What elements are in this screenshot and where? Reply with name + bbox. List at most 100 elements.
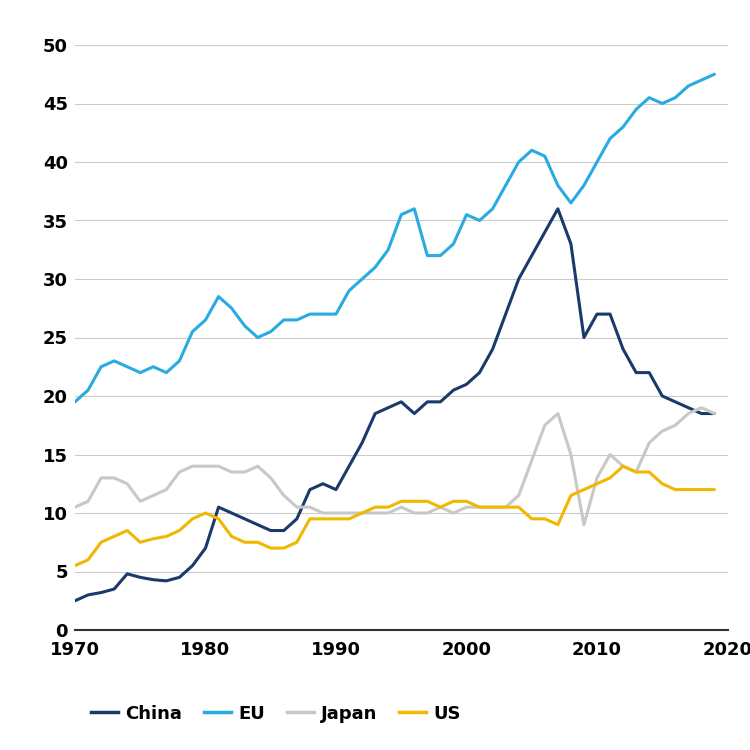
China bbox=[227, 509, 236, 518]
China bbox=[83, 590, 92, 599]
China bbox=[292, 514, 302, 523]
EU bbox=[554, 181, 562, 190]
China bbox=[449, 386, 458, 394]
EU bbox=[319, 310, 328, 319]
Japan bbox=[292, 503, 302, 512]
Japan bbox=[670, 421, 680, 430]
EU bbox=[645, 93, 654, 102]
EU bbox=[423, 251, 432, 260]
EU bbox=[123, 362, 132, 371]
EU bbox=[710, 70, 719, 79]
China bbox=[319, 479, 328, 488]
Japan bbox=[266, 473, 275, 482]
Japan bbox=[162, 485, 171, 494]
US bbox=[305, 514, 314, 523]
US bbox=[436, 503, 445, 512]
China bbox=[605, 310, 614, 319]
Japan bbox=[110, 473, 118, 482]
EU bbox=[162, 368, 171, 377]
Japan bbox=[358, 509, 367, 518]
Japan bbox=[136, 496, 145, 506]
US bbox=[319, 514, 328, 523]
China bbox=[670, 398, 680, 406]
EU bbox=[279, 316, 288, 325]
China bbox=[305, 485, 314, 494]
US bbox=[605, 473, 614, 482]
China bbox=[619, 345, 628, 354]
US bbox=[136, 538, 145, 547]
Japan bbox=[449, 509, 458, 518]
US bbox=[279, 544, 288, 553]
US bbox=[619, 462, 628, 471]
Line: China: China bbox=[75, 209, 715, 601]
China bbox=[175, 573, 184, 582]
US bbox=[148, 534, 158, 543]
China bbox=[436, 398, 445, 406]
China bbox=[397, 398, 406, 406]
China bbox=[697, 409, 706, 418]
US bbox=[449, 496, 458, 506]
EU bbox=[580, 181, 589, 190]
Japan bbox=[201, 462, 210, 471]
Japan bbox=[214, 462, 223, 471]
EU bbox=[175, 356, 184, 365]
Japan bbox=[148, 491, 158, 500]
US bbox=[410, 496, 419, 506]
China bbox=[410, 409, 419, 418]
Japan bbox=[319, 509, 328, 518]
EU bbox=[501, 181, 510, 190]
China bbox=[632, 368, 640, 377]
China bbox=[566, 239, 575, 248]
EU bbox=[240, 321, 249, 330]
China bbox=[240, 514, 249, 523]
China bbox=[254, 520, 262, 530]
US bbox=[397, 496, 406, 506]
Japan bbox=[305, 503, 314, 512]
EU bbox=[214, 292, 223, 301]
Japan bbox=[188, 462, 197, 471]
Japan bbox=[697, 404, 706, 412]
US bbox=[658, 479, 667, 488]
Japan bbox=[605, 450, 614, 459]
Japan bbox=[462, 503, 471, 512]
EU bbox=[592, 158, 602, 166]
US bbox=[462, 496, 471, 506]
EU bbox=[670, 93, 680, 102]
Japan bbox=[527, 456, 536, 465]
US bbox=[292, 538, 302, 547]
US bbox=[540, 514, 549, 523]
Japan bbox=[332, 509, 340, 518]
China bbox=[148, 575, 158, 584]
US bbox=[710, 485, 719, 494]
US bbox=[254, 538, 262, 547]
US bbox=[240, 538, 249, 547]
Japan bbox=[279, 491, 288, 500]
US bbox=[370, 503, 380, 512]
EU bbox=[227, 304, 236, 313]
US bbox=[227, 532, 236, 541]
China bbox=[370, 409, 380, 418]
Japan bbox=[384, 509, 393, 518]
Japan bbox=[97, 473, 106, 482]
China bbox=[462, 380, 471, 388]
US bbox=[123, 526, 132, 535]
Japan bbox=[240, 467, 249, 476]
China bbox=[684, 404, 693, 412]
Japan bbox=[619, 462, 628, 471]
US bbox=[344, 514, 353, 523]
Japan bbox=[580, 520, 589, 530]
EU bbox=[370, 262, 380, 272]
Japan bbox=[658, 427, 667, 436]
US bbox=[632, 467, 640, 476]
EU bbox=[305, 310, 314, 319]
Japan bbox=[254, 462, 262, 471]
Japan bbox=[175, 467, 184, 476]
Japan bbox=[410, 509, 419, 518]
China bbox=[658, 392, 667, 400]
US bbox=[423, 496, 432, 506]
Line: US: US bbox=[75, 466, 715, 566]
China bbox=[645, 368, 654, 377]
US bbox=[97, 538, 106, 547]
US bbox=[332, 514, 340, 523]
Japan bbox=[566, 450, 575, 459]
